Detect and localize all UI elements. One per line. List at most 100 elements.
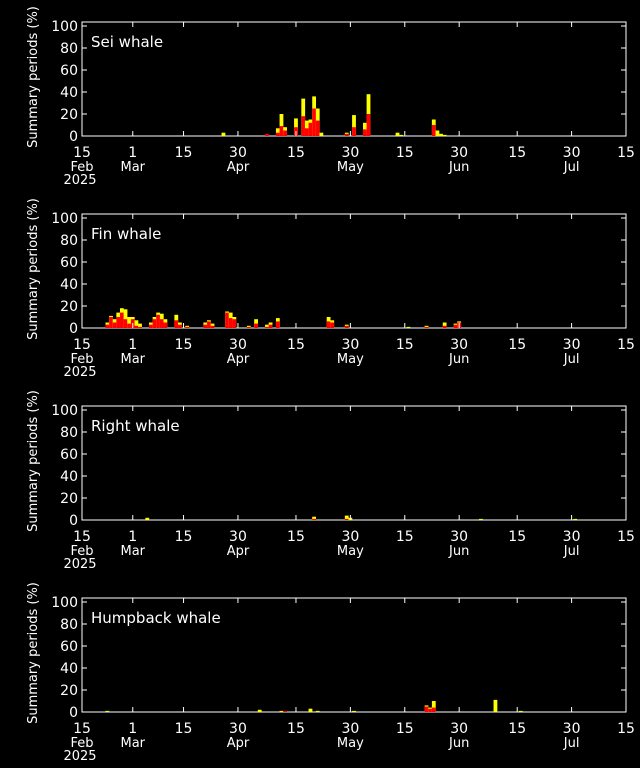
x-month-label: Mar — [121, 160, 146, 175]
bar-definite — [312, 518, 317, 520]
bar-possible — [435, 130, 440, 136]
y-tick-label: 60 — [60, 255, 78, 271]
bar-possible — [395, 132, 400, 136]
x-month-label: Jun — [448, 352, 469, 367]
y-tick-label: 80 — [60, 425, 78, 441]
x-month-label: Apr — [227, 160, 250, 175]
bar-definite — [275, 321, 280, 328]
bar-definite — [156, 314, 161, 328]
x-month-label: May — [337, 544, 364, 559]
y-tick-label: 40 — [60, 661, 78, 677]
bar-possible — [319, 132, 324, 136]
bar-possible — [221, 132, 226, 136]
y-tick-label: 60 — [60, 63, 78, 79]
y-tick-label: 0 — [69, 705, 78, 721]
x-month-label: Mar — [121, 352, 146, 367]
bar-possible — [399, 134, 404, 136]
bar-possible — [134, 320, 139, 328]
y-tick-label: 0 — [69, 513, 78, 529]
plot-frame — [81, 405, 627, 521]
bar-definite — [283, 710, 287, 712]
x-tick-label: 15 — [396, 721, 414, 737]
x-tick-label: 15 — [73, 337, 91, 353]
bar-definite — [112, 322, 117, 328]
chart-panel-right-whale: Right whale Summary periods (%) 0 20 40 60 80 1… — [26, 390, 635, 572]
bar-definite — [254, 323, 258, 328]
x-month-label: Mar — [121, 736, 146, 751]
bar-definite — [304, 128, 309, 136]
x-month-label: May — [337, 160, 364, 175]
x-month-label: Feb — [70, 352, 93, 367]
bar-possible — [493, 699, 498, 712]
bar-definite — [308, 122, 313, 136]
bar-definite — [265, 133, 269, 136]
x-tick-label: 15 — [287, 337, 305, 353]
x-tick-label: 15 — [396, 337, 414, 353]
x-month-label: Feb — [70, 544, 93, 559]
x-tick-label: 30 — [229, 529, 247, 545]
bar-possible — [344, 515, 349, 520]
x-month-label: Jul — [563, 352, 580, 367]
x-tick-label: 30 — [341, 337, 359, 353]
bar-definite — [123, 319, 128, 328]
bar-definite — [163, 322, 168, 328]
panel-title: Humpback whale — [91, 609, 221, 627]
bar-possible — [279, 114, 284, 136]
bar-possible — [479, 518, 483, 520]
x-tick-label: 30 — [341, 529, 359, 545]
bar-possible — [257, 709, 262, 712]
x-tick-label: 15 — [617, 337, 635, 353]
y-tick-label: 100 — [51, 595, 78, 611]
bar-definite — [275, 132, 280, 136]
x-tick-label: 30 — [563, 145, 581, 161]
bar-definite — [312, 108, 317, 136]
x-year-label: 2025 — [63, 365, 96, 380]
x-tick-label: 30 — [563, 337, 581, 353]
y-tick-label: 60 — [60, 447, 78, 463]
bar-possible — [123, 309, 128, 328]
x-month-label: Jul — [563, 160, 580, 175]
bar-possible — [573, 518, 578, 520]
y-tick-label: 40 — [60, 469, 78, 485]
bar-definite — [138, 326, 142, 328]
x-tick-label: 30 — [341, 721, 359, 737]
y-axis-label: Summary periods (%) — [26, 198, 41, 340]
x-tick-label: 15 — [175, 529, 193, 545]
bar-definite — [174, 320, 179, 328]
bar-definite — [228, 318, 233, 328]
bar-definite — [424, 326, 429, 328]
bar-definite — [453, 324, 458, 328]
bar-definite — [315, 120, 320, 136]
x-tick-label: 15 — [617, 145, 635, 161]
bar-definite — [279, 126, 284, 136]
bar-definite — [265, 326, 269, 328]
chart-panel-fin-whale: Fin whale Summary periods (%) 0 20 40 60 80 100… — [26, 198, 635, 380]
x-tick-label: 15 — [287, 529, 305, 545]
x-year-label: 2025 — [63, 557, 96, 572]
x-month-label: Jun — [448, 544, 469, 559]
bar-possible — [518, 710, 523, 712]
bar-definite — [431, 707, 436, 712]
bar-definite — [225, 312, 229, 328]
panel-title: Fin whale — [91, 225, 161, 243]
bar-possible — [442, 134, 447, 136]
y-tick-label: 80 — [60, 617, 78, 633]
y-tick-label: 0 — [69, 129, 78, 145]
bar-definite — [362, 129, 367, 136]
y-tick-label: 80 — [60, 233, 78, 249]
x-tick-label: 30 — [450, 529, 468, 545]
bar-definite — [207, 321, 211, 328]
bar-definite — [203, 324, 208, 328]
bar-definite — [134, 325, 139, 328]
x-tick-label: 30 — [341, 145, 359, 161]
x-tick-label: 15 — [396, 145, 414, 161]
y-tick-label: 100 — [51, 19, 78, 35]
x-month-label: Feb — [70, 160, 93, 175]
bar-definite — [119, 312, 124, 328]
y-axis-label: Summary periods (%) — [26, 390, 41, 532]
x-tick-label: 15 — [73, 145, 91, 161]
y-tick-label: 20 — [60, 107, 78, 123]
x-month-label: Jun — [448, 736, 469, 751]
bar-possible — [308, 708, 313, 712]
x-month-label: May — [337, 736, 364, 751]
